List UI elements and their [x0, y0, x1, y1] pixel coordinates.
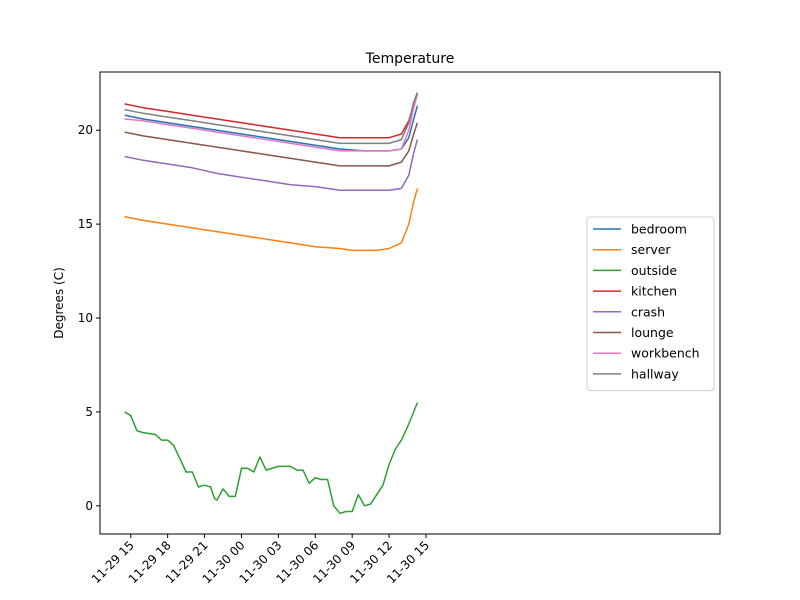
series-line-workbench — [124, 94, 419, 152]
y-tick-label: 20 — [78, 123, 93, 137]
series-line-kitchen — [124, 92, 419, 139]
y-axis-label: Degrees (C) — [52, 267, 66, 338]
y-tick-label: 15 — [78, 217, 93, 231]
plot-area — [99, 71, 721, 535]
legend-label-outside: outside — [631, 263, 677, 278]
series-layer — [124, 92, 419, 515]
legend-label-hallway: hallway — [631, 366, 679, 381]
y-tick-label: 10 — [78, 311, 93, 325]
legend-label-bedroom: bedroom — [631, 222, 687, 237]
series-line-outside — [124, 402, 419, 515]
legend-label-server: server — [631, 242, 671, 257]
legend-label-workbench: workbench — [631, 346, 700, 361]
y-tick-label: 0 — [85, 499, 93, 513]
series-line-lounge — [124, 122, 419, 167]
legend: bedroom server outside kitchen crash lounge wo… — [586, 216, 715, 392]
chart-title: Temperature — [365, 51, 455, 67]
series-line-server — [124, 188, 419, 252]
legend-label-crash: crash — [631, 304, 665, 319]
legend-box — [586, 216, 715, 392]
legend-label-kitchen: kitchen — [631, 284, 677, 299]
series-line-hallway — [124, 92, 419, 145]
series-line-bedroom — [124, 105, 419, 152]
axes-frame — [99, 71, 721, 535]
y-axis-ticks: 0 5 10 15 20 — [78, 123, 100, 513]
y-tick-label: 5 — [85, 405, 93, 419]
legend-label-lounge: lounge — [631, 325, 674, 340]
series-line-crash — [124, 139, 419, 192]
